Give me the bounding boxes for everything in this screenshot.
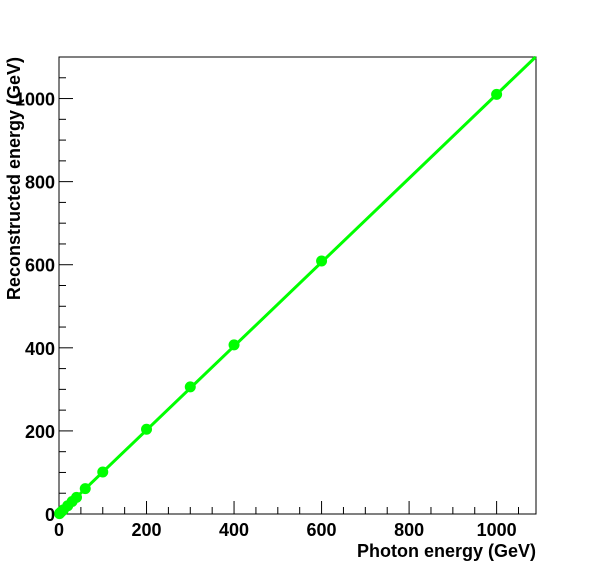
x-axis-title: Photon energy (GeV)	[357, 541, 536, 561]
data-point	[79, 483, 91, 495]
y-tick-label: 200	[25, 422, 55, 442]
data-point	[316, 255, 328, 267]
data-point	[97, 466, 109, 478]
data-point	[184, 381, 196, 393]
fit-line	[57, 55, 537, 516]
y-axis-title: Reconstructed energy (GeV)	[4, 57, 24, 300]
y-tick-label: 800	[25, 173, 55, 193]
data-point	[228, 339, 240, 351]
x-tick-label: 600	[307, 520, 337, 540]
x-tick-label: 0	[54, 520, 64, 540]
y-tick-label: 0	[45, 505, 55, 525]
x-tick-label: 800	[394, 520, 424, 540]
data-point	[141, 423, 153, 435]
axis-ticks	[58, 56, 519, 515]
y-tick-label: 400	[25, 339, 55, 359]
data-point	[491, 88, 503, 100]
x-tick-label: 1000	[477, 520, 517, 540]
x-tick-label: 400	[219, 520, 249, 540]
tick-labels: 0 200 400 600 800 1000 0 200 400 600 800 1000	[15, 90, 517, 540]
x-tick-label: 200	[131, 520, 161, 540]
y-tick-label: 600	[25, 256, 55, 276]
fit-line-group	[57, 55, 537, 516]
y-tick-label: 1000	[15, 90, 55, 110]
data-points	[53, 88, 503, 520]
data-point	[71, 491, 83, 503]
